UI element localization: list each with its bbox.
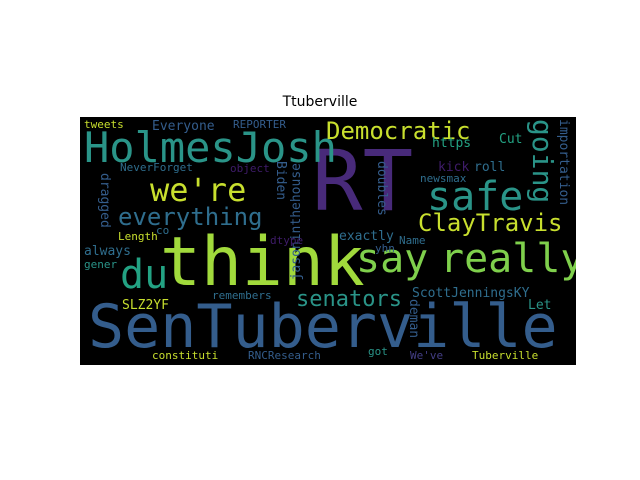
word-rncResearch: RNCResearch: [248, 349, 321, 362]
word-exactly: exactly: [339, 229, 394, 244]
word-cut: Cut: [499, 132, 523, 147]
word-holmesJosh: HolmesJosh: [84, 123, 337, 172]
word-doubles: doubles: [374, 161, 389, 216]
word-weRe: we're: [150, 171, 247, 209]
word-slz2yf: SLZ2YF: [122, 298, 169, 313]
word-importation: importation: [556, 119, 571, 206]
word-length: Length: [118, 230, 158, 243]
word-got: got: [368, 345, 388, 358]
word-cloud: SenTuberville think RT HolmesJosh we're …: [80, 117, 576, 365]
word-remembers: remembers: [212, 289, 272, 302]
word-object: object: [230, 162, 270, 175]
chart-title: Ttuberville: [282, 94, 358, 110]
word-newsmax: newsmax: [420, 172, 467, 185]
word-neverForget: NeverForget: [120, 161, 193, 174]
word-democratic: Democratic: [326, 117, 471, 145]
word-gener: gener: [84, 258, 118, 271]
word-dragged: dragged: [97, 173, 112, 228]
word-say: say: [356, 236, 429, 282]
word-clayTravis: ClayTravis: [418, 209, 563, 237]
word-biden: Biden: [273, 161, 288, 201]
word-dtype: dtype: [270, 234, 304, 247]
word-du: du: [120, 252, 169, 298]
word-jasoninthehouse: jasoninthehouse: [289, 163, 304, 281]
word-weVe: We've: [410, 349, 444, 362]
word-yhn: yhn: [375, 242, 395, 255]
word-kick: kick: [438, 160, 470, 175]
word-demand: deman: [406, 299, 421, 339]
word-think: think: [160, 223, 365, 302]
word-let: Let: [528, 298, 552, 313]
word-senators: senators: [296, 287, 402, 312]
word-really: really: [440, 236, 576, 282]
word-rt: RT: [312, 132, 414, 230]
word-co: co: [156, 224, 170, 237]
word-tweets: tweets: [84, 118, 124, 131]
word-tuberville: Tuberville: [472, 349, 539, 362]
word-scottJenningsKY: ScottJenningsKY: [412, 286, 530, 301]
word-name: Name: [399, 234, 426, 247]
word-reporter: REPORTER: [233, 118, 286, 131]
word-https: https: [432, 136, 472, 151]
word-roll: roll: [474, 160, 506, 175]
word-constituti: constituti: [152, 349, 219, 362]
word-going: going: [526, 119, 559, 204]
word-always: always: [84, 244, 131, 259]
word-everything: everything: [118, 203, 263, 231]
word-safe: safe: [427, 174, 524, 220]
word-everyone: Everyone: [152, 119, 215, 134]
word-senTuberville: SenTuberville: [88, 292, 558, 362]
